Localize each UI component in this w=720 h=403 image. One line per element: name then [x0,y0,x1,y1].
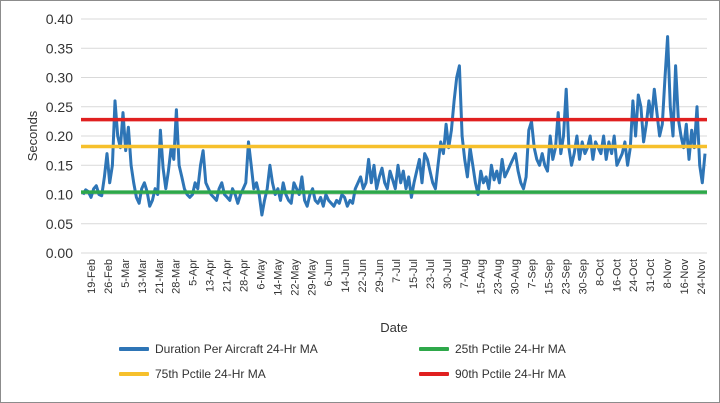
x-tick-label: 14-Jun [340,259,352,293]
y-tick-label: 0.35 [46,40,73,56]
x-tick-label: 29-May [306,259,318,296]
x-tick-label: 29-Jun [374,259,386,293]
x-tick-label: 5-Mar [120,259,132,288]
y-tick-label: 0.20 [46,128,73,144]
series-line-duration [81,35,707,217]
x-tick-label: 7-Sep [527,259,539,288]
x-tick-label: 23-Sep [560,259,572,294]
y-tick-label: 0.15 [46,157,73,173]
y-tick-label: 0.25 [46,99,73,115]
x-tick-label: 24-Oct [628,259,640,292]
x-tick-label: 21-Mar [154,259,166,294]
y-tick-label: 0.30 [46,70,73,86]
x-tick-label: 16-Nov [679,259,691,295]
x-tick-label: 23-Jul [425,259,437,289]
y-axis-title: Seconds [25,110,40,161]
x-tick-label: 5-Apr [188,259,200,286]
y-tick-label: 0.05 [46,216,73,232]
x-tick-label: 15-Jul [408,259,420,289]
x-tick-label: 28-Mar [171,259,183,294]
x-axis-title: Date [380,320,407,335]
x-tick-label: 30-Sep [577,259,589,294]
y-tick-label: 0.10 [46,187,73,203]
x-tick-label: 16-Oct [611,259,623,292]
x-tick-label: 15-Aug [476,259,488,294]
x-tick-label: 19-Feb [86,259,98,294]
x-tick-label: 8-Oct [594,259,606,286]
y-tick-label: 0.40 [46,11,73,27]
x-tick-label: 13-Mar [137,259,149,294]
x-tick-label: 31-Oct [645,259,657,292]
x-tick-label: 22-Jun [357,259,369,293]
x-tick-label: 13-Apr [205,259,217,292]
x-tick-label: 6-May [255,259,267,290]
x-tick-label: 7-Aug [459,259,471,288]
x-tick-label: 7-Jul [391,259,403,283]
x-tick-label: 14-May [272,259,284,296]
x-tick-label: 26-Feb [103,259,115,294]
x-tick-label: 21-Apr [222,259,234,292]
y-tick-label: 0.00 [46,245,73,261]
x-tick-label: 22-May [289,259,301,296]
x-tick-label: 23-Aug [493,259,505,294]
x-tick-label: 30-Jul [442,259,454,289]
x-tick-label: 15-Sep [544,259,556,294]
x-tick-label: 28-Apr [239,259,251,292]
x-tick-label: 30-Aug [510,259,522,294]
x-tick-label: 24-Nov [696,259,708,295]
x-tick-label: 8-Nov [662,259,674,289]
x-tick-label: 6-Jun [323,259,335,287]
